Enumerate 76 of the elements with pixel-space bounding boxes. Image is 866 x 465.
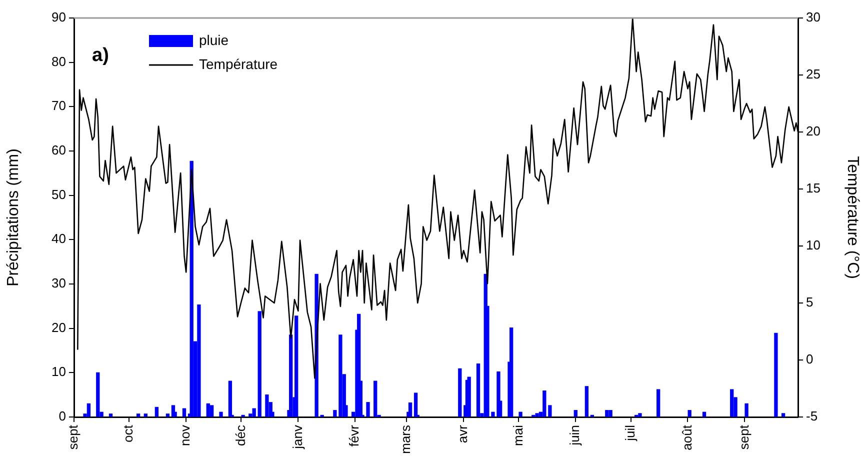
x-tick-label: févr: [346, 424, 362, 447]
x-tick-label: sept: [736, 424, 752, 450]
bar: [294, 316, 298, 417]
bar: [182, 408, 186, 417]
y-tick-label: 40: [52, 231, 66, 246]
x-tick-label: juin: [567, 425, 582, 446]
bar: [574, 410, 578, 417]
y2-tick-label: 30: [806, 10, 820, 25]
bar: [781, 413, 786, 417]
bar: [476, 363, 480, 417]
y-axis-title: Précipitations (mm): [5, 148, 22, 286]
bar: [210, 405, 214, 417]
y-tick-label: 20: [52, 320, 66, 335]
bar: [467, 376, 471, 417]
bar: [154, 406, 159, 417]
x-tick-label: oct: [120, 424, 136, 442]
y2-tick-label: 10: [806, 238, 820, 253]
bar: [206, 403, 210, 417]
bar: [197, 304, 201, 417]
bar: [510, 328, 514, 417]
bar: [144, 414, 148, 417]
bar: [638, 413, 642, 417]
bar: [289, 334, 293, 417]
y2-tick-label: 15: [806, 180, 820, 196]
x-tick-label: mars: [398, 424, 414, 454]
bar: [656, 389, 660, 417]
y2-tick-label: 5: [806, 294, 814, 310]
y-tick-label: 70: [52, 98, 66, 114]
bar: [252, 408, 256, 417]
x-tick-label: août: [679, 424, 694, 450]
y-tick-label: 0: [58, 408, 66, 424]
bar: [108, 414, 113, 417]
y2-tick-label: 0: [806, 352, 814, 367]
bar: [608, 410, 612, 417]
bar: [258, 311, 262, 417]
x-tick-label: mai: [510, 424, 526, 446]
bar: [730, 389, 734, 417]
y-tick-label: 80: [52, 54, 66, 69]
y-tick-label: 30: [52, 276, 66, 291]
bar: [408, 402, 412, 417]
bar: [542, 390, 546, 417]
bar: [584, 386, 589, 417]
bar: [96, 372, 100, 417]
legend-label: pluie: [199, 32, 229, 48]
bar: [219, 412, 223, 417]
bar: [374, 380, 378, 417]
y2-axis-title: Température (°C): [844, 156, 861, 279]
annotation: a): [92, 45, 109, 66]
x-tick-label: nov: [178, 424, 193, 446]
x-tick-label: déc: [232, 424, 248, 446]
y2-tick-label: -5: [806, 408, 818, 424]
bar: [688, 410, 692, 417]
bar: [136, 414, 140, 417]
bar: [86, 403, 91, 417]
bar: [228, 380, 232, 417]
bar: [744, 403, 748, 417]
x-tick-label: janv: [290, 424, 305, 450]
bar: [774, 332, 778, 417]
bar: [458, 368, 462, 417]
y-tick-label: 50: [52, 186, 66, 202]
y2-tick-label: 25: [806, 66, 820, 82]
x-tick-label: avr: [455, 424, 470, 444]
bar: [702, 412, 706, 417]
x-tick-label: juil: [622, 424, 638, 442]
y-tick-label: 90: [52, 10, 66, 25]
legend-label: Température: [199, 56, 278, 72]
y2-tick-label: 20: [806, 124, 820, 139]
bar: [518, 412, 522, 417]
bar: [166, 414, 170, 417]
bar: [548, 405, 552, 417]
x-tick-label: sept: [66, 424, 81, 450]
y-tick-label: 60: [52, 142, 66, 158]
bar: [605, 410, 609, 417]
y-tick-label: 10: [52, 364, 66, 380]
bar: [535, 413, 539, 417]
bar: [414, 392, 418, 417]
